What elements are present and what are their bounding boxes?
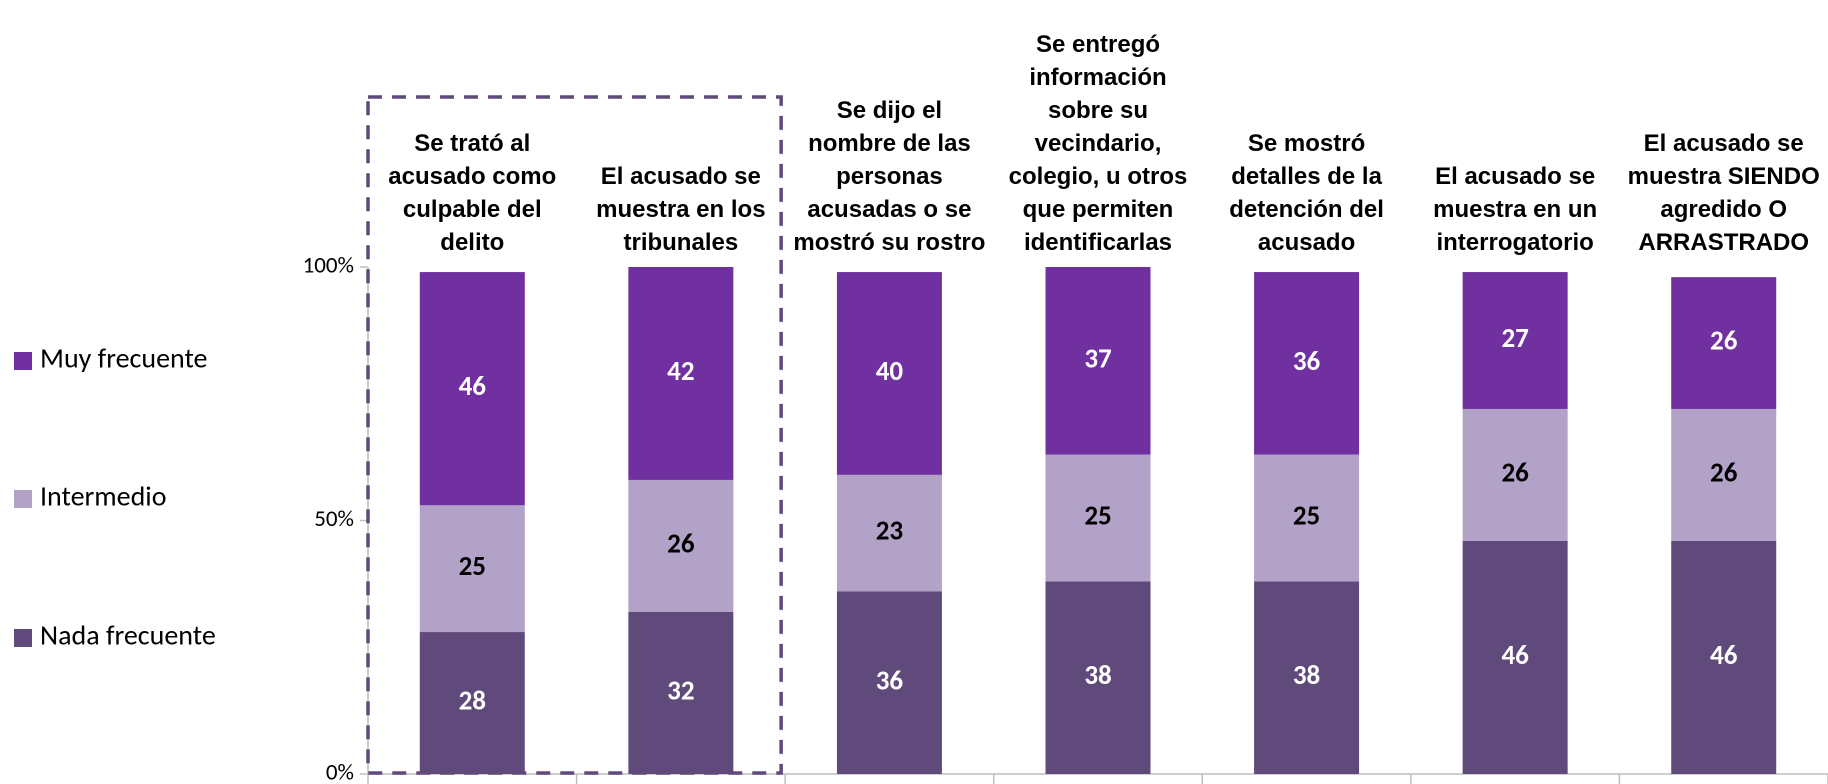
data-label: 46 (1501, 639, 1529, 672)
data-label: 23 (876, 515, 903, 548)
y-tick-label: 100% (303, 251, 354, 279)
data-label: 26 (667, 527, 695, 560)
legend-swatch (14, 352, 32, 370)
bar-segment (1462, 272, 1568, 409)
bar-segment (628, 267, 734, 480)
bar-segment (1671, 408, 1777, 541)
bar-segment (1462, 408, 1568, 541)
category-label: Se trató al acusado como culpable del de… (388, 130, 557, 256)
category-label: El acusado se muestra en un interrogator… (1433, 163, 1598, 256)
data-label: 46 (1710, 639, 1738, 672)
category-label: Se mostró detalles de la detención del a… (1229, 130, 1384, 256)
category-label: El acusado se muestra en los tribunales (596, 163, 766, 256)
data-label: 42 (667, 355, 694, 388)
bar-segment (1671, 277, 1777, 409)
data-label: 26 (1710, 325, 1738, 358)
data-label: 36 (1293, 345, 1321, 378)
bar-segment (1462, 540, 1568, 774)
legend-label: Muy frecuente (40, 341, 207, 376)
bar-segment (1045, 267, 1151, 455)
data-label: 25 (1084, 500, 1111, 533)
data-label: 28 (459, 685, 486, 718)
bar-segment (1254, 581, 1360, 774)
bar-segment (1045, 581, 1151, 774)
bar-segment (419, 632, 525, 774)
category-label: Se dijo el nombre de las personas acusad… (793, 97, 986, 256)
data-label: 36 (876, 664, 904, 697)
bar-segment (836, 474, 942, 592)
data-label: 26 (1710, 456, 1738, 489)
data-label: 25 (459, 550, 486, 583)
highlight-box (366, 95, 783, 775)
data-label: 40 (876, 355, 904, 388)
data-label: 38 (1084, 659, 1111, 692)
legend-swatch (14, 629, 32, 647)
bar-segment (836, 591, 942, 774)
bar-segment (1671, 540, 1777, 774)
data-label: 32 (667, 674, 694, 707)
legend-swatch (14, 490, 32, 508)
legend-label: Nada frecuente (40, 618, 216, 653)
y-tick-label: 50% (314, 505, 354, 533)
data-label: 27 (1501, 322, 1528, 355)
category-label: Se entregó información sobre su vecindar… (1008, 31, 1188, 256)
bar-segment (628, 479, 734, 612)
data-label: 37 (1084, 342, 1111, 375)
data-label: 26 (1501, 456, 1529, 489)
category-label: El acusado se muestra SIENDO agredido O … (1627, 130, 1820, 256)
data-label: 46 (459, 370, 487, 403)
y-tick-label: 0% (326, 758, 354, 784)
bar-segment (419, 272, 525, 506)
legend-label: Intermedio (40, 479, 166, 514)
bar-segment (1254, 272, 1360, 455)
bar-segment (1045, 454, 1151, 582)
data-label: 25 (1293, 500, 1320, 533)
bar-segment (419, 505, 525, 633)
data-label: 38 (1293, 659, 1320, 692)
bar-segment (836, 272, 942, 475)
bar-segment (628, 611, 734, 774)
bar-segment (1254, 454, 1360, 582)
